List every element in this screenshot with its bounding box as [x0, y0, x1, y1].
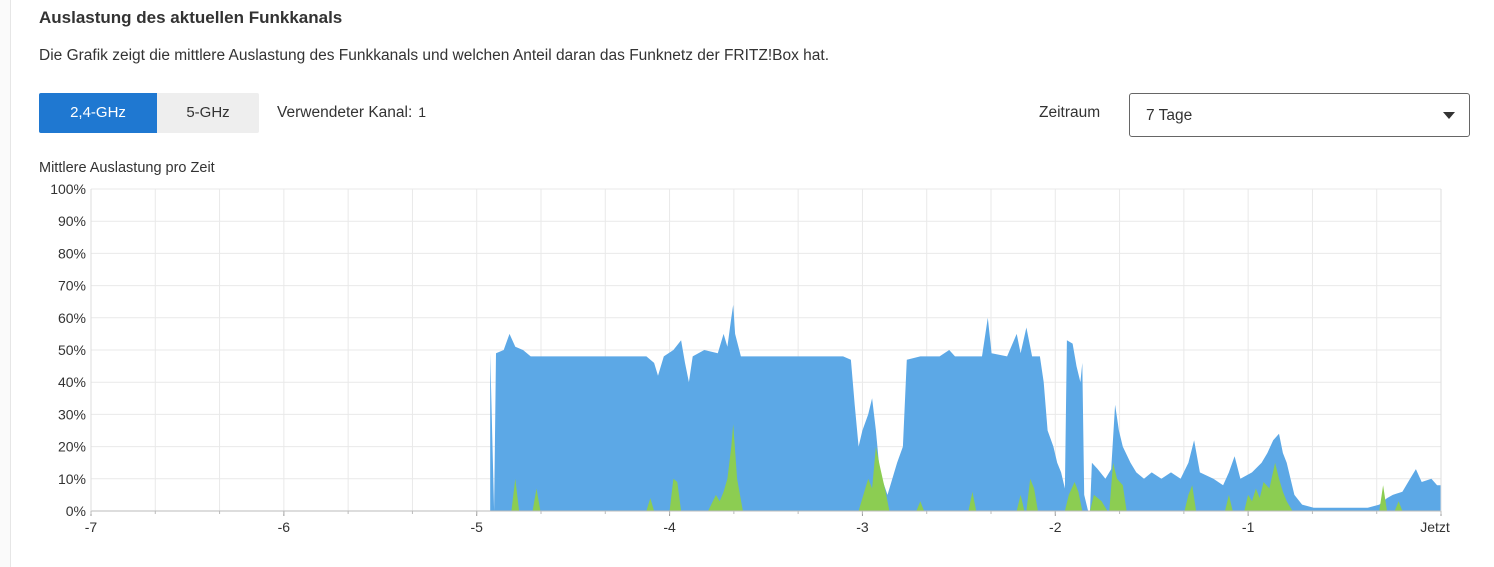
area-total [490, 304, 1441, 511]
section-description: Die Grafik zeigt die mittlere Auslastung… [39, 47, 830, 64]
x-tick-label: -3 [856, 519, 869, 535]
y-tick-label: 70% [58, 278, 86, 294]
y-tick-label: 50% [58, 342, 86, 358]
y-tick-label: 80% [58, 245, 86, 261]
x-tick-label: -6 [278, 519, 291, 535]
left-rule [0, 0, 11, 567]
y-tick-label: 40% [58, 374, 86, 390]
chevron-down-icon [1443, 112, 1455, 119]
x-tick-label: -5 [470, 519, 483, 535]
x-tick-label: -2 [1049, 519, 1062, 535]
utilization-chart: 0% 10% 20% 30% 40% 50% 60% 70% 80% 90% 100% -7 -6 -5 -… [50, 181, 1450, 535]
area-own [511, 424, 1403, 511]
chart-axes [90, 189, 1442, 516]
x-tick-label: -1 [1242, 519, 1255, 535]
section-title: Auslastung des aktuellen Funkkanals [39, 8, 343, 27]
channel-value: 1 [418, 104, 427, 120]
period-selected-value: 7 Tage [1146, 107, 1193, 124]
band-tabs: 2,4-GHz 5-GHz [39, 93, 259, 133]
chart-areas [490, 304, 1441, 511]
tab-5-ghz[interactable]: 5-GHz [157, 93, 259, 133]
y-tick-label: 0% [66, 503, 86, 519]
x-tick-label: -4 [663, 519, 676, 535]
period-label: Zeitraum [1039, 104, 1101, 121]
y-tick-label: 100% [50, 181, 86, 197]
channel-info: Verwendeter Kanal: 1 [277, 104, 426, 122]
channel-label: Verwendeter Kanal: [277, 104, 413, 121]
y-tick-label: 90% [58, 213, 86, 229]
tab-2-4-ghz[interactable]: 2,4-GHz [39, 93, 157, 133]
x-tick-label: Jetzt [1420, 519, 1450, 535]
x-tick-label: -7 [85, 519, 98, 535]
y-tick-label: 20% [58, 439, 86, 455]
y-tick-label: 30% [58, 406, 86, 422]
period-select[interactable]: 7 Tage [1129, 93, 1470, 137]
chart-title: Mittlere Auslastung pro Zeit [39, 160, 215, 176]
chart-tick-labels: 0% 10% 20% 30% 40% 50% 60% 70% 80% 90% 100% -7 -6 -5 -… [50, 181, 1450, 535]
y-tick-label: 10% [58, 471, 86, 487]
y-tick-label: 60% [58, 310, 86, 326]
